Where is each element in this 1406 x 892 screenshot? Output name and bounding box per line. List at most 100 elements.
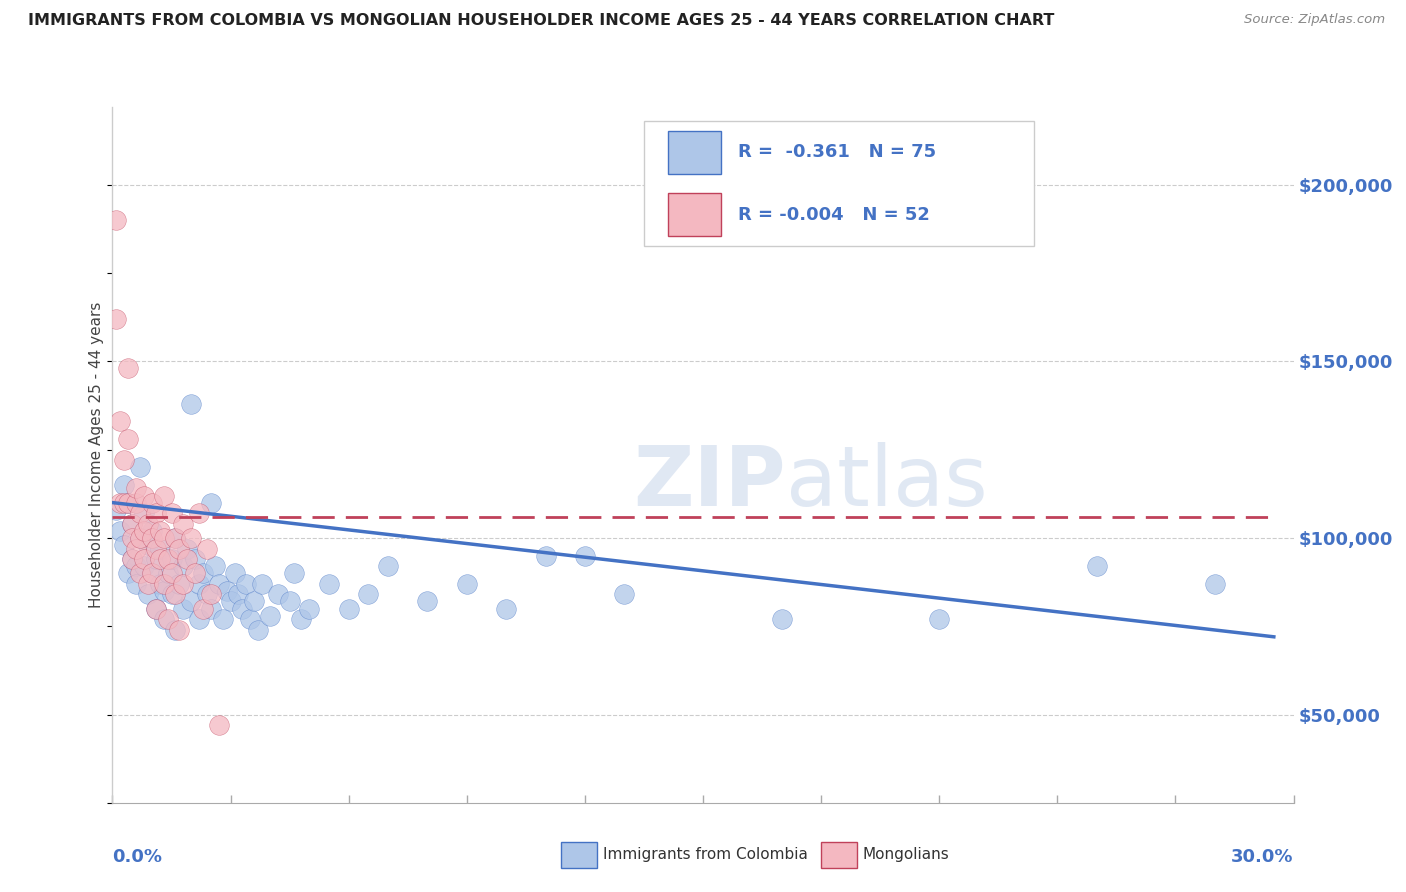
Point — [219, 594, 242, 608]
Point — [145, 541, 167, 556]
Point — [125, 495, 148, 509]
Point — [228, 587, 250, 601]
Point — [141, 495, 163, 509]
Point — [172, 601, 194, 615]
Point — [121, 516, 143, 531]
Point — [141, 566, 163, 581]
Point — [1204, 577, 1226, 591]
Point — [105, 312, 128, 326]
Point — [112, 538, 135, 552]
Point — [195, 587, 218, 601]
Point — [165, 531, 187, 545]
Point — [145, 601, 167, 615]
Point — [165, 587, 187, 601]
Point — [112, 495, 135, 509]
Point — [165, 531, 187, 545]
Point — [132, 524, 155, 538]
Point — [110, 524, 132, 538]
Point — [283, 566, 305, 581]
Point — [129, 506, 152, 520]
Point — [211, 612, 233, 626]
Point — [117, 495, 139, 509]
Point — [770, 612, 793, 626]
Point — [290, 612, 312, 626]
Text: Source: ZipAtlas.com: Source: ZipAtlas.com — [1244, 13, 1385, 27]
Point — [456, 577, 478, 591]
Point — [188, 506, 211, 520]
Text: R = -0.004   N = 52: R = -0.004 N = 52 — [738, 206, 931, 224]
Point — [125, 577, 148, 591]
FancyBboxPatch shape — [561, 842, 596, 868]
Point — [117, 566, 139, 581]
Point — [188, 577, 211, 591]
Point — [231, 601, 253, 615]
Point — [172, 516, 194, 531]
Text: ZIP: ZIP — [633, 442, 786, 524]
Point — [243, 594, 266, 608]
Point — [180, 594, 202, 608]
Point — [117, 495, 139, 509]
Point — [267, 587, 290, 601]
Point — [176, 541, 198, 556]
Point — [191, 566, 214, 581]
Point — [208, 577, 231, 591]
Point — [195, 541, 218, 556]
Point — [149, 577, 172, 591]
Point — [152, 577, 174, 591]
Point — [235, 577, 257, 591]
Point — [184, 552, 207, 566]
Point — [149, 552, 172, 566]
Text: R =  -0.361   N = 75: R = -0.361 N = 75 — [738, 144, 936, 161]
Point — [136, 577, 159, 591]
Point — [121, 516, 143, 531]
Point — [180, 531, 202, 545]
Point — [208, 718, 231, 732]
FancyBboxPatch shape — [644, 121, 1033, 246]
Point — [160, 506, 183, 520]
Point — [132, 506, 155, 520]
Point — [200, 495, 222, 509]
Point — [156, 612, 179, 626]
Point — [125, 482, 148, 496]
Point — [141, 531, 163, 545]
FancyBboxPatch shape — [821, 842, 856, 868]
Point — [112, 453, 135, 467]
Point — [250, 577, 273, 591]
Point — [129, 531, 152, 545]
Point — [145, 601, 167, 615]
Text: 30.0%: 30.0% — [1232, 848, 1294, 866]
Point — [112, 478, 135, 492]
Point — [145, 552, 167, 566]
Point — [152, 489, 174, 503]
Point — [136, 587, 159, 601]
Point — [574, 549, 596, 563]
Point — [357, 587, 380, 601]
Point — [110, 414, 132, 428]
Point — [169, 541, 191, 556]
Point — [188, 612, 211, 626]
Point — [129, 531, 152, 545]
Point — [298, 601, 321, 615]
FancyBboxPatch shape — [668, 194, 721, 236]
Point — [534, 549, 557, 563]
FancyBboxPatch shape — [668, 131, 721, 174]
Point — [928, 612, 950, 626]
Point — [1085, 559, 1108, 574]
Point — [495, 601, 517, 615]
Text: IMMIGRANTS FROM COLOMBIA VS MONGOLIAN HOUSEHOLDER INCOME AGES 25 - 44 YEARS CORR: IMMIGRANTS FROM COLOMBIA VS MONGOLIAN HO… — [28, 13, 1054, 29]
Point — [136, 516, 159, 531]
Point — [259, 608, 281, 623]
Point — [200, 587, 222, 601]
Point — [145, 506, 167, 520]
Point — [247, 623, 270, 637]
Point — [337, 601, 360, 615]
Point — [377, 559, 399, 574]
Y-axis label: Householder Income Ages 25 - 44 years: Householder Income Ages 25 - 44 years — [89, 301, 104, 608]
Point — [132, 559, 155, 574]
Point — [129, 566, 152, 581]
Point — [160, 587, 183, 601]
Point — [110, 495, 132, 509]
Point — [141, 524, 163, 538]
Text: Mongolians: Mongolians — [862, 847, 949, 863]
Point — [172, 559, 194, 574]
